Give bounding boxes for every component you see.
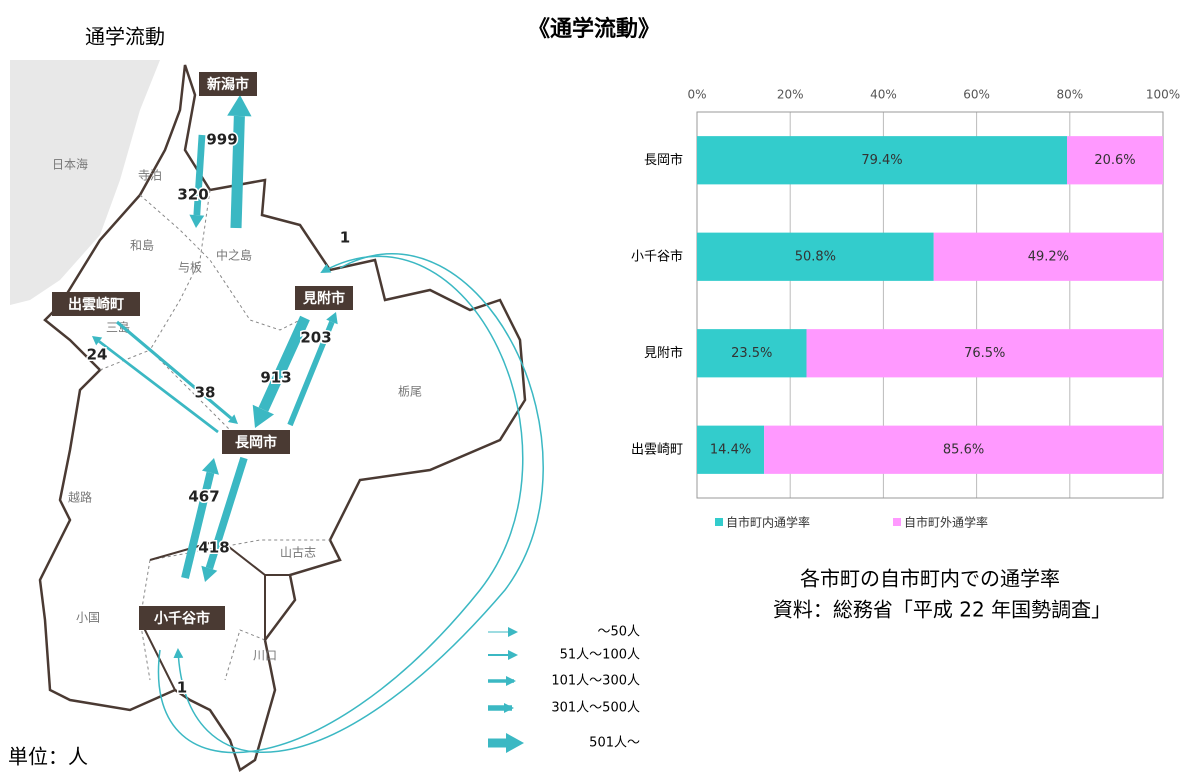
map-title: 通学流動 xyxy=(85,25,165,49)
bar xyxy=(697,425,765,474)
bar xyxy=(764,425,1163,474)
x-tick-label: 20% xyxy=(777,88,804,102)
flow-arrowhead xyxy=(92,336,103,346)
place-label: 寺泊 xyxy=(138,169,162,183)
region-boundary xyxy=(139,538,290,691)
region-outline xyxy=(38,64,527,772)
city-box xyxy=(295,286,353,310)
plot-border xyxy=(696,111,1164,499)
value-label: 23.5% xyxy=(731,346,772,361)
x-tick-label: 60% xyxy=(963,88,990,102)
city-box xyxy=(222,430,290,454)
y-tick-label: 見附市 xyxy=(644,345,683,361)
flow-label: 467 xyxy=(188,488,219,506)
place-label: 日本海 xyxy=(52,157,88,172)
legend-label: 自市町内通学率 xyxy=(726,515,810,530)
bar xyxy=(1067,136,1163,185)
bar xyxy=(697,329,807,378)
legend-swatch xyxy=(893,518,901,526)
city-label: 小千谷市 xyxy=(154,610,210,627)
x-tick-label: 100% xyxy=(1146,88,1180,102)
flow-arrow xyxy=(193,134,206,216)
city-label: 出雲崎町 xyxy=(68,296,124,313)
legend-label: 301人～500人 xyxy=(551,701,640,716)
flow-arrowhead xyxy=(201,565,218,582)
flow-arrow xyxy=(173,253,544,753)
legend-arrowhead xyxy=(506,733,524,753)
legend-label: ～50人 xyxy=(597,625,640,640)
bar xyxy=(806,329,1163,378)
map-legend: ～50人 51人～100人 101人～300人 301人～500人 501人～ xyxy=(488,625,640,753)
x-tick-label: 80% xyxy=(1056,88,1083,102)
x-tick-label: 40% xyxy=(870,88,897,102)
flow-arrow xyxy=(287,320,335,427)
value-label: 49.2% xyxy=(1028,249,1069,264)
place-label: 越路 xyxy=(68,490,92,505)
legend-label: 101人～300人 xyxy=(551,674,640,689)
place-label: 山古志 xyxy=(280,545,316,560)
place-label: 中之島 xyxy=(216,248,252,263)
flow-arrow xyxy=(157,255,524,754)
page-title: 《通学流動》 xyxy=(528,16,660,42)
place-label: 和島 xyxy=(130,238,154,253)
x-tick-label: 0% xyxy=(687,88,706,102)
value-label: 85.6% xyxy=(943,442,984,457)
city-label: 新潟市 xyxy=(207,76,249,93)
flow-arrow xyxy=(205,456,248,570)
flow-arrowhead xyxy=(252,404,275,428)
place-label: 栃尾 xyxy=(398,385,422,399)
caption: 資料：総務省「平成 22 年国勢調査」 xyxy=(773,598,1111,622)
flow-arrow xyxy=(181,471,215,579)
flow-label: 1 xyxy=(340,229,350,247)
flow-label: 1 xyxy=(177,679,187,697)
legend-label: 501人～ xyxy=(589,736,640,751)
place-label: 三島 xyxy=(106,320,130,335)
flow-arrow xyxy=(258,315,310,412)
flow-arrow xyxy=(115,320,233,420)
value-label: 14.4% xyxy=(710,442,751,457)
city-box xyxy=(199,72,257,96)
flow-arrowhead xyxy=(189,214,205,228)
flow-arrow xyxy=(230,115,245,229)
caption: 各市町の自市町内での通学率 xyxy=(800,567,1060,591)
flow-arrow xyxy=(98,340,219,434)
flow-arrowhead xyxy=(201,458,219,475)
city-box xyxy=(139,606,225,630)
value-label: 76.5% xyxy=(964,346,1005,361)
bar xyxy=(697,136,1068,185)
bar xyxy=(697,232,934,281)
city-label: 見附市 xyxy=(302,290,345,307)
value-label: 20.6% xyxy=(1094,153,1135,168)
bar xyxy=(933,232,1163,281)
y-tick-label: 出雲崎町 xyxy=(631,442,683,457)
value-label: 79.4% xyxy=(861,153,902,168)
flow-arrowhead xyxy=(326,312,338,325)
legend-label: 51人～100人 xyxy=(560,648,640,663)
place-label: 川口 xyxy=(253,649,277,663)
y-tick-label: 小千谷市 xyxy=(631,248,683,264)
city-box xyxy=(52,292,140,316)
flow-label: 913 xyxy=(260,369,291,387)
legend-label: 自市町外通学率 xyxy=(904,515,988,530)
y-tick-label: 長岡市 xyxy=(644,152,683,168)
flow-label: 24 xyxy=(87,346,108,364)
place-label: 小国 xyxy=(76,611,100,625)
flow-label: 320 xyxy=(177,186,208,204)
sea xyxy=(10,60,160,305)
flow-label: 999 xyxy=(206,131,237,149)
unit-note: 単位：人 xyxy=(8,745,88,769)
flow-label: 203 xyxy=(300,329,331,347)
flow-arrowhead xyxy=(227,414,238,424)
city-label: 長岡市 xyxy=(235,434,277,451)
value-label: 50.8% xyxy=(795,249,836,264)
place-label: 与板 xyxy=(178,261,202,275)
flow-label: 418 xyxy=(198,539,229,557)
legend-swatch xyxy=(715,518,723,526)
flow-arrowhead xyxy=(227,95,252,117)
flow-label: 38 xyxy=(195,384,216,402)
